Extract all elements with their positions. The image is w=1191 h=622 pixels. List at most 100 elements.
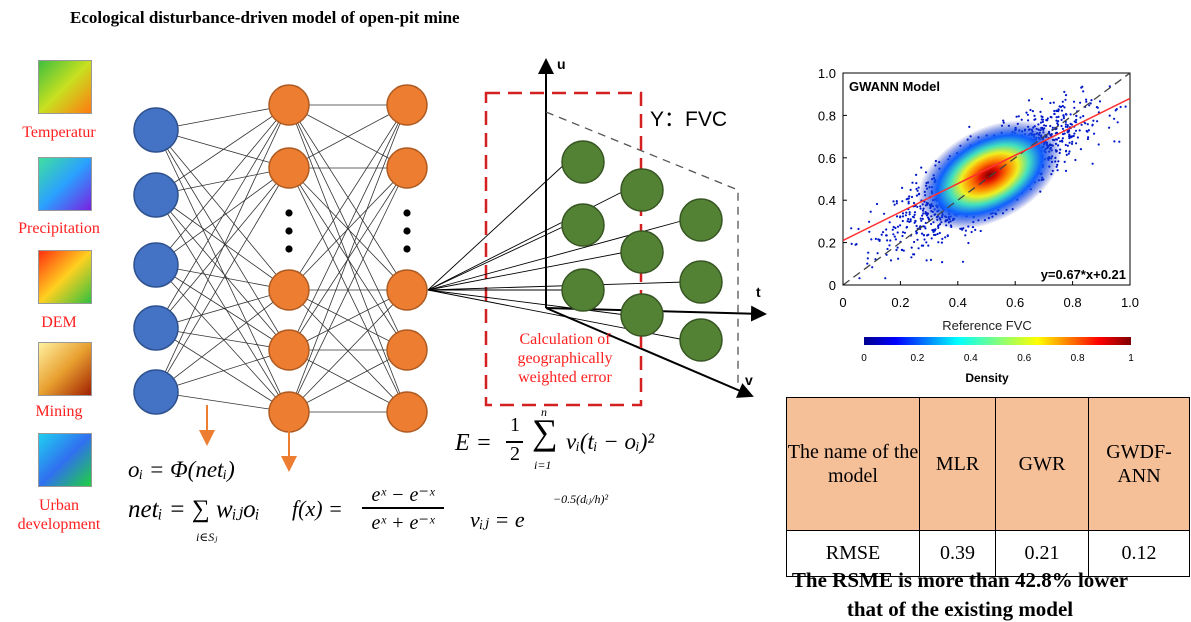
scatter-point <box>920 167 922 169</box>
scatter-point <box>971 231 973 233</box>
table-header-row: The name of the model MLR GWR GWDF-ANN <box>787 398 1190 531</box>
scatter-point <box>1062 101 1064 103</box>
input-node <box>134 243 178 287</box>
scatter-point <box>1025 112 1027 114</box>
scatter-point <box>1065 150 1067 152</box>
scatter-point <box>902 231 904 233</box>
scatter-point <box>911 247 913 249</box>
scatter-point <box>964 234 966 236</box>
scatter-point <box>895 249 897 251</box>
scatter-point <box>1054 113 1056 115</box>
scatter-point <box>1115 109 1117 111</box>
scatter-point <box>967 242 969 244</box>
scatter-point <box>1033 115 1035 117</box>
scatter-point <box>897 231 899 233</box>
scatter-point <box>1080 87 1082 89</box>
scatter-point <box>908 202 910 204</box>
scatter-point <box>913 253 915 255</box>
output-node <box>680 199 722 241</box>
scatter-point <box>1050 116 1052 118</box>
scatter-point <box>909 211 911 213</box>
scatter-point <box>916 239 918 241</box>
scatter-point <box>914 214 916 216</box>
hidden2-node <box>387 392 427 432</box>
scatter-point <box>885 228 887 230</box>
output-node <box>562 141 604 183</box>
scatter-point <box>889 239 891 241</box>
formula-activation-denominator: eˣ + e⁻ˣ <box>362 510 444 535</box>
scatter-point <box>1073 107 1075 109</box>
scatter-point <box>913 202 915 204</box>
scatter-point <box>1034 118 1036 120</box>
calculation-label: Calculation of geographically weighted e… <box>490 330 640 387</box>
scatter-point <box>947 234 949 236</box>
scatter-point <box>1073 135 1075 137</box>
scatter-point <box>1064 133 1066 135</box>
scatter-point <box>921 233 923 235</box>
scatter-point <box>923 238 925 240</box>
x-tick-label: 0.4 <box>949 295 967 310</box>
scatter-point <box>1029 109 1031 111</box>
scatter-point <box>1081 124 1083 126</box>
scatter-point <box>1088 104 1090 106</box>
scatter-point <box>941 261 943 263</box>
scatter-point <box>888 244 890 246</box>
scatter-point <box>896 202 898 204</box>
scatter-point <box>1061 141 1063 143</box>
scatter-point <box>1061 119 1063 121</box>
scatter-point <box>1067 126 1069 128</box>
scatter-point <box>858 277 860 279</box>
formula-error-lhs: E = <box>455 430 492 457</box>
scatter-point <box>868 221 870 223</box>
scatter-point <box>913 241 915 243</box>
scatter-point <box>922 218 924 220</box>
scatter-point <box>1032 110 1034 112</box>
scatter-point <box>1049 125 1051 127</box>
rmse-comparison-table: The name of the model MLR GWR GWDF-ANN R… <box>786 397 1190 577</box>
scatter-chart: 0 0.2 0.4 0.6 0.8 1.0 00.20.40.60.81.0 GWANN … <box>800 55 1170 390</box>
colorbar-ticks: 0 0.2 0.4 0.6 0.8 1 <box>861 353 1134 364</box>
hidden1-node <box>269 85 309 125</box>
scatter-point <box>1077 136 1079 138</box>
scatter-point <box>855 244 857 246</box>
scatter-point <box>1065 144 1067 146</box>
scatter-point <box>916 225 918 227</box>
ellipsis-dots-hidden2 <box>403 209 410 252</box>
scatter-point <box>937 241 939 243</box>
colorbar-tick-label: 0.8 <box>1071 353 1085 364</box>
scatter-point <box>1067 145 1069 147</box>
y-tick-label: 0.6 <box>818 151 836 166</box>
y-tick-label: 1.0 <box>818 66 836 81</box>
x-tick-label: 1.0 <box>1121 295 1139 310</box>
scatter-point <box>1057 110 1059 112</box>
x-tick-label: 0.8 <box>1064 295 1082 310</box>
scatter-point <box>1062 128 1064 130</box>
scatter-point <box>866 263 868 265</box>
scatter-point <box>1073 133 1075 135</box>
scatter-point <box>1070 113 1072 115</box>
scatter-point <box>1079 129 1081 131</box>
colorbar-tick-label: 1 <box>1128 353 1134 364</box>
x-tick-label: 0.2 <box>891 295 909 310</box>
scatter-point <box>895 238 897 240</box>
scatter-point <box>925 241 927 243</box>
x-tick-label: 0.6 <box>1006 295 1024 310</box>
scatter-point <box>890 259 892 261</box>
formula-error-sum-bottom: i=1 <box>534 458 551 473</box>
u-axis-label: u <box>557 56 566 72</box>
scatter-point <box>1071 141 1073 143</box>
scatter-point <box>1063 115 1065 117</box>
scatter-point <box>1028 99 1030 101</box>
scatter-point <box>1073 101 1075 103</box>
chart-title: GWANN Model <box>849 79 940 94</box>
scatter-point <box>1113 118 1115 120</box>
scatter-point <box>1039 111 1041 113</box>
formula-activation-lhs: f(x) = <box>292 496 343 522</box>
scatter-point <box>941 238 943 240</box>
scatter-point <box>905 214 907 216</box>
scatter-point <box>910 218 912 220</box>
scatter-point <box>939 232 941 234</box>
scatter-point <box>1087 138 1089 140</box>
scatter-point <box>974 229 976 231</box>
scatter-point <box>1055 120 1057 122</box>
